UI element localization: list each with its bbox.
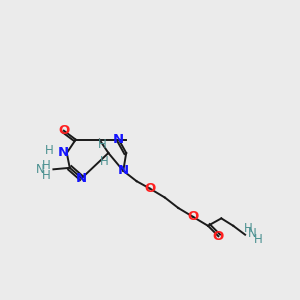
Text: H: H	[98, 138, 107, 151]
Text: H: H	[100, 155, 108, 168]
Text: H: H	[254, 233, 263, 246]
Text: N: N	[36, 163, 44, 176]
Text: O: O	[144, 182, 156, 195]
Text: N: N	[58, 146, 69, 160]
Text: N: N	[76, 172, 87, 185]
Text: N: N	[248, 227, 257, 240]
Text: O: O	[213, 230, 224, 243]
Text: H: H	[45, 143, 53, 157]
Text: N: N	[113, 133, 124, 146]
Text: H: H	[42, 159, 50, 172]
Text: O: O	[188, 210, 199, 224]
Text: H: H	[42, 169, 50, 182]
Text: N: N	[118, 164, 129, 177]
Text: H: H	[244, 222, 253, 235]
Text: O: O	[58, 124, 69, 137]
